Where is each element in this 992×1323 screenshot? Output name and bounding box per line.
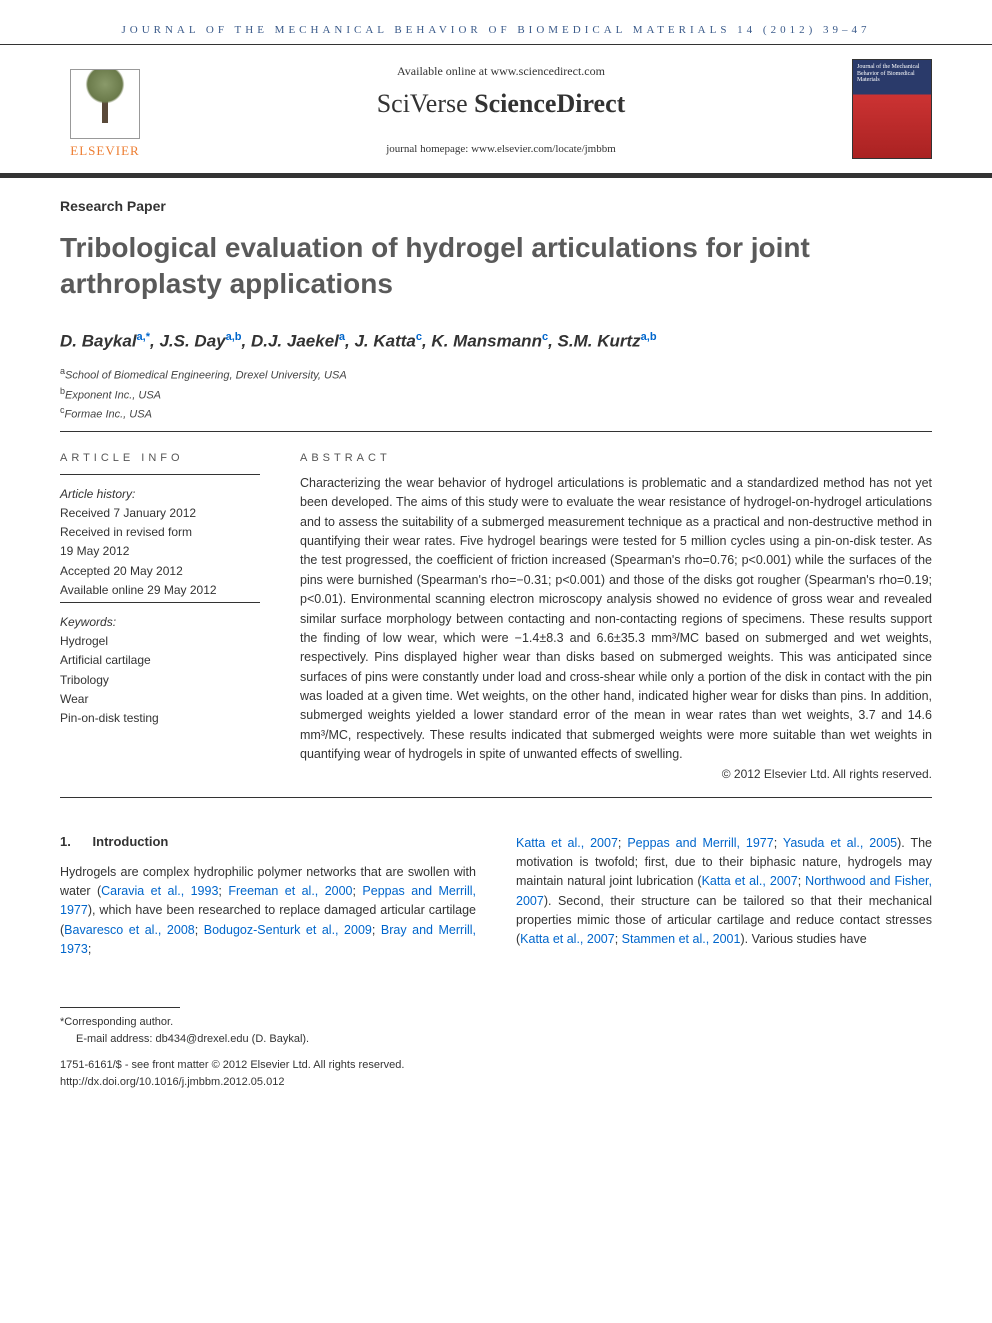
- article-title: Tribological evaluation of hydrogel arti…: [60, 230, 932, 303]
- journal-cover-thumbnail: Journal of the Mechanical Behavior of Bi…: [852, 59, 932, 159]
- elsevier-tree-icon: [70, 69, 140, 139]
- corresponding-author: *Corresponding author.: [60, 1014, 932, 1031]
- doi: http://dx.doi.org/10.1016/j.jmbbm.2012.0…: [60, 1074, 932, 1091]
- abstract-column: ABSTRACT Characterizing the wear behavio…: [300, 452, 932, 781]
- keywords-label: Keywords:: [60, 613, 260, 632]
- banner-center: Available online at www.sciencedirect.co…: [170, 64, 832, 155]
- sciverse-logo: SciVerse ScienceDirect: [170, 89, 832, 119]
- affiliations: aSchool of Biomedical Engineering, Drexe…: [60, 365, 932, 431]
- intro-text-col1: Hydrogels are complex hydrophilic polyme…: [60, 863, 476, 960]
- journal-banner: ELSEVIER Available online at www.science…: [0, 44, 992, 178]
- email-address: E-mail address: db434@drexel.edu (D. Bay…: [60, 1031, 932, 1048]
- footer: *Corresponding author. E-mail address: d…: [0, 999, 992, 1110]
- front-matter: 1751-6161/$ - see front matter © 2012 El…: [60, 1057, 932, 1074]
- article-history: Article history: Received 7 January 2012…: [60, 474, 260, 602]
- introduction-section: 1. Introduction Hydrogels are complex hy…: [60, 834, 932, 960]
- publisher-logo: ELSEVIER: [60, 59, 150, 159]
- author-list: D. Baykala,*, J.S. Daya,b, D.J. Jaekela,…: [60, 331, 932, 352]
- article-info-head: ARTICLE INFO: [60, 452, 260, 464]
- keywords-block: Keywords: HydrogelArtificial cartilageTr…: [60, 602, 260, 730]
- abstract-head: ABSTRACT: [300, 452, 932, 464]
- cover-title: Journal of the Mechanical Behavior of Bi…: [853, 60, 931, 88]
- article-info-column: ARTICLE INFO Article history: Received 7…: [60, 452, 260, 781]
- abstract-text: Characterizing the wear behavior of hydr…: [300, 474, 932, 765]
- journal-homepage: journal homepage: www.elsevier.com/locat…: [170, 143, 832, 155]
- running-head: JOURNAL OF THE MECHANICAL BEHAVIOR OF BI…: [0, 0, 992, 44]
- publisher-name: ELSEVIER: [70, 143, 139, 159]
- article-category: Research Paper: [60, 198, 932, 214]
- available-online-text: Available online at www.sciencedirect.co…: [170, 64, 832, 79]
- intro-text-col2: Katta et al., 2007; Peppas and Merrill, …: [516, 834, 932, 950]
- copyright-line: © 2012 Elsevier Ltd. All rights reserved…: [300, 767, 932, 781]
- intro-heading: 1. Introduction: [60, 834, 476, 849]
- history-label: Article history:: [60, 485, 260, 504]
